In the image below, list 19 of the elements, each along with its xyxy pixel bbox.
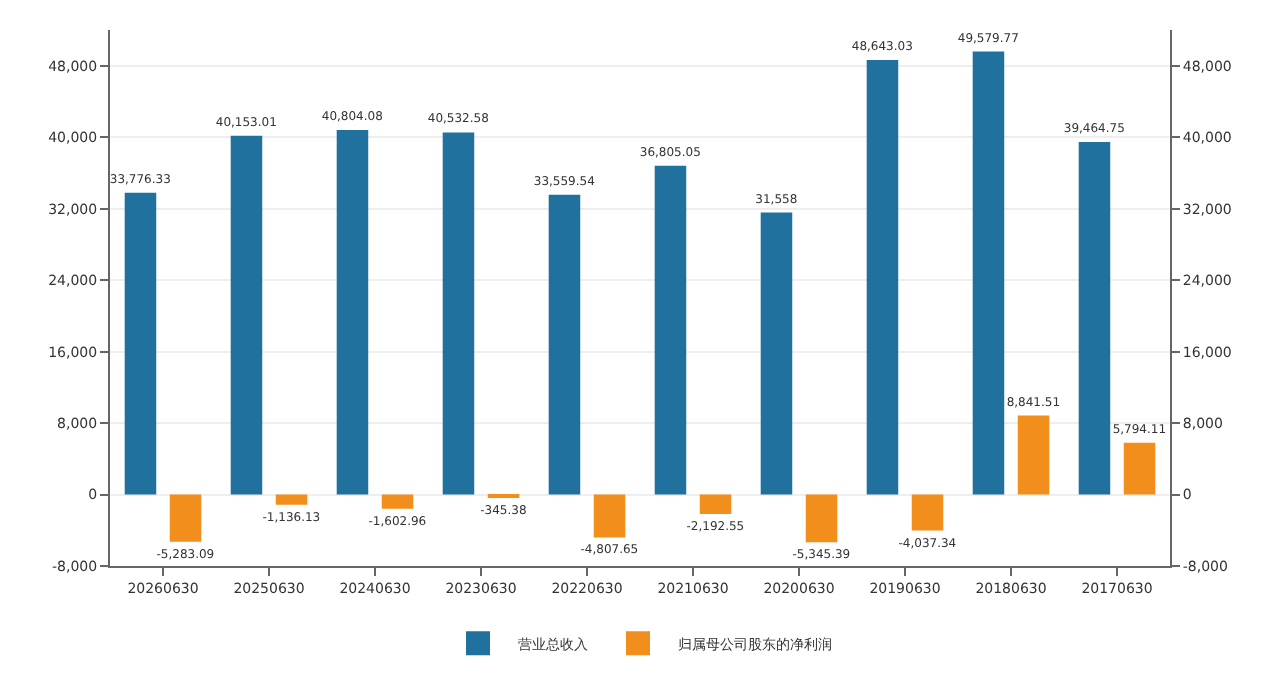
bar [760,212,793,495]
bar [699,494,732,515]
bar [381,494,414,509]
bar [911,494,944,531]
bar [548,194,581,495]
bar [124,192,157,495]
bar [275,494,308,505]
bar [593,494,626,538]
bar [1017,415,1050,495]
bar [1078,141,1111,495]
bar [1123,442,1156,495]
bar [169,494,202,542]
bar [805,494,838,543]
bar [972,51,1005,495]
bar [866,59,899,495]
bar [654,165,687,495]
bar [230,135,263,495]
bar [336,130,369,495]
bar [442,132,475,495]
